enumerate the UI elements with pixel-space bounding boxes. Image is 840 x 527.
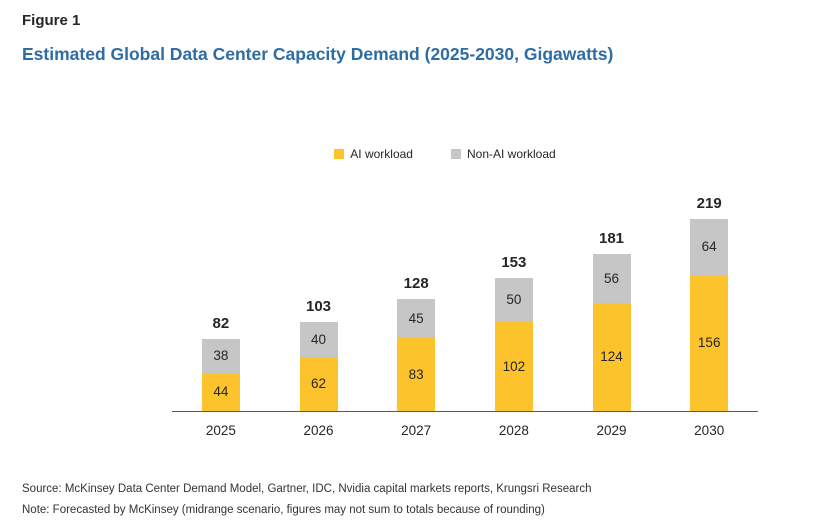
bar-column-2025: 82 38 44 [172,190,270,411]
bar-column-2030: 219 64 156 [660,190,758,411]
stacked-bar: 38 44 [201,339,240,411]
stacked-bar: 45 83 [397,299,436,411]
bar-column-2028: 153 50 102 [465,190,563,411]
footnotes: Source: McKinsey Data Center Demand Mode… [22,479,591,521]
stacked-bar-chart: 82 38 44 103 40 62 128 45 83 153 50 102 181 56 124 219 6… [172,190,758,412]
stacked-bar: 40 62 [299,321,338,411]
legend-label-ai-workload: AI workload [350,147,413,161]
stacked-bar: 56 124 [592,253,631,411]
bar-segment-non-ai-workload: 38 [201,339,240,373]
page-title: Estimated Global Data Center Capacity De… [22,44,614,64]
bar-total-label: 153 [501,253,527,271]
bar-segment-ai-workload: 83 [397,338,436,411]
x-axis-tick-2027: 2027 [401,423,432,438]
bar-column-2027: 128 45 83 [367,190,465,411]
bar-total-label: 219 [696,194,722,212]
bar-segment-ai-workload: 102 [494,321,533,411]
legend-item-non-ai-workload: Non-AI workload [450,147,556,161]
bar-segment-ai-workload: 156 [690,274,729,411]
stacked-bar: 50 102 [494,277,533,411]
bar-total-label: 82 [212,315,230,333]
stacked-bar: 64 156 [690,218,729,411]
bar-segment-ai-workload: 44 [201,372,240,411]
x-axis-tick-2028: 2028 [498,423,529,438]
bar-total-label: 181 [599,229,625,247]
bar-column-2029: 181 56 124 [563,190,661,411]
bar-total-label: 128 [403,275,429,293]
bar-column-2026: 103 40 62 [270,190,368,411]
non-ai-workload-swatch-icon [450,149,461,159]
x-axis-tick-2026: 2026 [303,423,334,438]
x-axis-tick-2025: 2025 [205,423,236,438]
legend-label-non-ai-workload: Non-AI workload [466,147,556,161]
source-note: Source: McKinsey Data Center Demand Mode… [22,483,592,495]
bar-segment-ai-workload: 62 [299,356,338,411]
legend-item-ai-workload: AI workload [334,147,413,161]
x-axis-tick-2029: 2029 [596,423,627,438]
bar-segment-non-ai-workload: 64 [690,218,729,275]
bar-segment-non-ai-workload: 50 [494,277,533,322]
bar-segment-non-ai-workload: 56 [592,253,631,303]
chart-legend: AI workload Non-AI workload [152,147,738,161]
bar-total-label: 103 [305,297,332,315]
x-axis-tick-2030: 2030 [694,423,725,438]
rounding-note: Note: Forecasted by McKinsey (midrange s… [22,504,545,516]
x-axis-labels: 2025 2026 2027 2028 2029 2030 [172,423,758,438]
figure-label: Figure 1 [22,12,81,29]
bar-segment-ai-workload: 124 [592,302,631,411]
bar-segment-non-ai-workload: 45 [397,299,436,339]
ai-workload-swatch-icon [334,149,345,159]
bar-segment-non-ai-workload: 40 [299,321,338,357]
